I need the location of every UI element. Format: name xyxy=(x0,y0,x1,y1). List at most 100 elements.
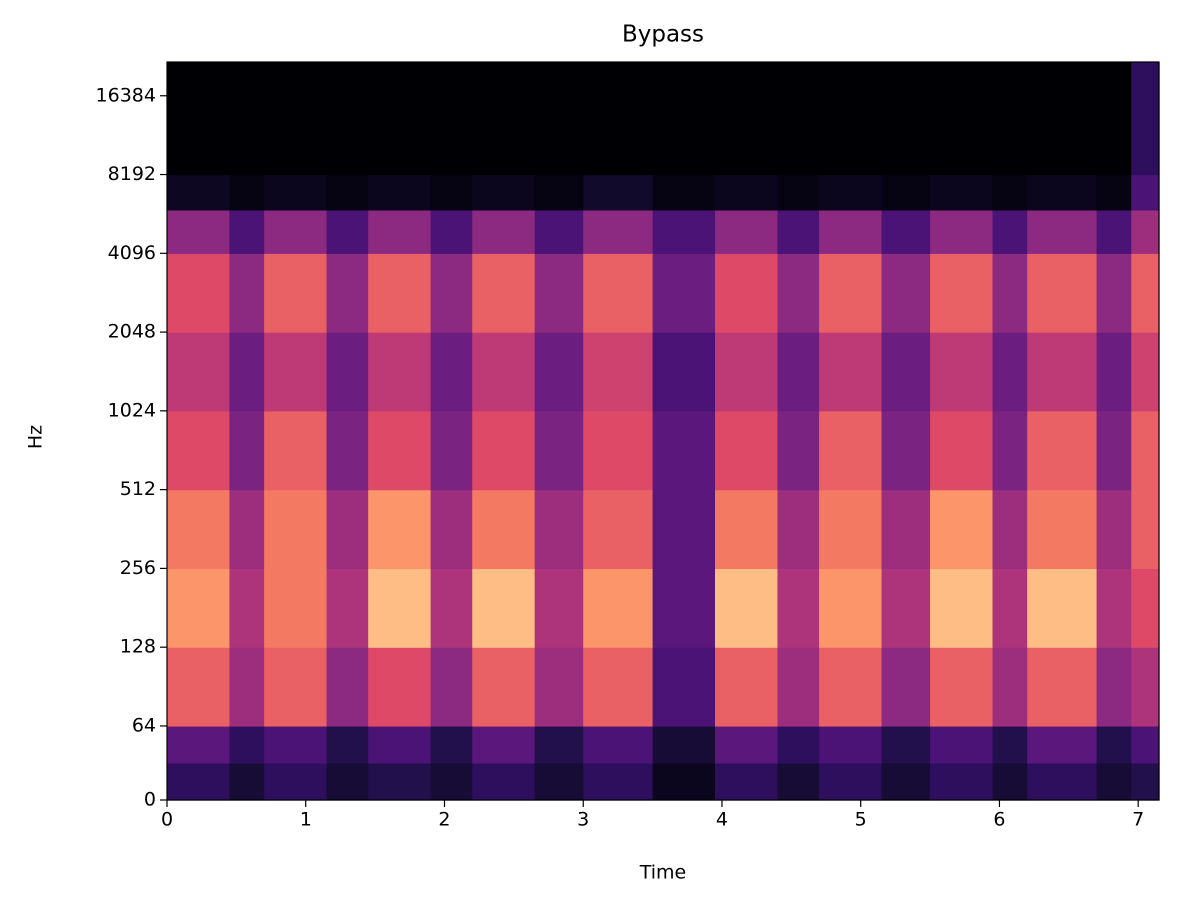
cell xyxy=(264,489,328,570)
cell xyxy=(881,489,931,570)
cell xyxy=(1131,489,1160,570)
cell xyxy=(652,174,716,211)
cell xyxy=(881,647,931,727)
x-tick-label: 1 xyxy=(300,809,312,831)
cell xyxy=(819,332,883,412)
cell xyxy=(1096,209,1132,254)
cell xyxy=(1131,209,1160,254)
cell xyxy=(583,725,654,764)
cell xyxy=(819,647,883,727)
cell xyxy=(430,762,473,801)
y-tick-label: 0 xyxy=(144,789,156,811)
x-tick-label: 5 xyxy=(855,809,867,831)
cell xyxy=(715,725,779,764)
cell xyxy=(652,209,716,254)
cell xyxy=(819,568,883,648)
cell xyxy=(992,489,1028,570)
cell xyxy=(583,209,654,254)
cell xyxy=(1096,62,1132,176)
cell xyxy=(881,209,931,254)
cell xyxy=(326,762,369,801)
cell xyxy=(652,410,716,491)
cell xyxy=(167,410,231,491)
cell xyxy=(715,489,779,570)
cell xyxy=(472,209,536,254)
cell xyxy=(652,332,716,412)
cell xyxy=(1096,568,1132,648)
cell xyxy=(167,725,231,764)
cell xyxy=(777,253,820,333)
cell xyxy=(819,725,883,764)
cell xyxy=(819,209,883,254)
cell xyxy=(715,253,779,333)
cell xyxy=(472,62,536,176)
y-tick-label: 1024 xyxy=(108,399,156,421)
cell xyxy=(167,647,231,727)
cell xyxy=(229,568,265,648)
cell xyxy=(1096,725,1132,764)
cell xyxy=(534,489,584,570)
cell xyxy=(777,209,820,254)
cell xyxy=(368,332,432,412)
cell xyxy=(1131,410,1160,491)
cell xyxy=(715,174,779,211)
y-tick-label: 2048 xyxy=(108,321,156,343)
cell xyxy=(229,725,265,764)
cell xyxy=(472,253,536,333)
cell xyxy=(534,725,584,764)
cell xyxy=(326,647,369,727)
cell xyxy=(167,762,231,801)
cell xyxy=(326,62,369,176)
x-tick-label: 3 xyxy=(577,809,589,831)
cell xyxy=(881,174,931,211)
x-tick-label: 2 xyxy=(438,809,450,831)
cell xyxy=(652,62,716,176)
cell xyxy=(777,725,820,764)
cell xyxy=(430,253,473,333)
cell xyxy=(777,568,820,648)
cell xyxy=(992,209,1028,254)
cell xyxy=(1027,62,1098,176)
chart-title: Bypass xyxy=(622,22,704,48)
cell xyxy=(930,253,994,333)
cell xyxy=(472,647,536,727)
cell xyxy=(229,332,265,412)
cell xyxy=(819,174,883,211)
cell xyxy=(819,762,883,801)
spectrogram xyxy=(167,62,1160,801)
cell xyxy=(167,174,231,211)
cell xyxy=(930,410,994,491)
cell xyxy=(472,762,536,801)
cell xyxy=(930,762,994,801)
cell xyxy=(819,253,883,333)
cell xyxy=(326,410,369,491)
cell xyxy=(534,762,584,801)
cell xyxy=(430,410,473,491)
cell xyxy=(777,647,820,727)
cell xyxy=(264,762,328,801)
cell xyxy=(881,62,931,176)
cell xyxy=(819,62,883,176)
cell xyxy=(819,489,883,570)
cell xyxy=(229,489,265,570)
cell xyxy=(777,332,820,412)
cell xyxy=(1027,725,1098,764)
cell xyxy=(1131,568,1160,648)
x-tick-label: 4 xyxy=(716,809,728,831)
cell xyxy=(430,725,473,764)
cell xyxy=(264,647,328,727)
cell xyxy=(229,762,265,801)
cell xyxy=(472,410,536,491)
cell xyxy=(472,489,536,570)
cell xyxy=(326,489,369,570)
cell xyxy=(368,762,432,801)
cell xyxy=(368,489,432,570)
cell xyxy=(326,253,369,333)
cell xyxy=(583,410,654,491)
cell xyxy=(652,647,716,727)
cell xyxy=(430,62,473,176)
cell xyxy=(715,568,779,648)
y-tick-label: 8192 xyxy=(108,163,156,185)
cell xyxy=(1096,253,1132,333)
